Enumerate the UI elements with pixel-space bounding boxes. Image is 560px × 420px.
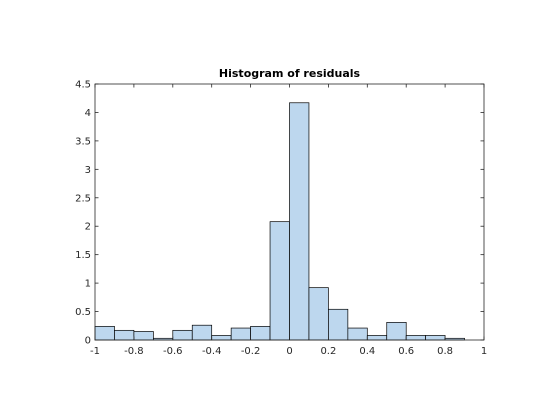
- histogram-bar: [308, 287, 329, 341]
- x-tick-label: 0.4: [359, 346, 375, 357]
- x-tick-label: -1: [90, 346, 100, 357]
- plot-area-border: [94, 83, 485, 341]
- histogram-bar: [405, 335, 427, 341]
- histogram-bar: [94, 325, 115, 341]
- x-tick-label: 0.6: [398, 346, 414, 357]
- y-tick-label: 4: [85, 108, 91, 119]
- y-tick-label: 4.5: [75, 80, 91, 91]
- histogram-bar: [328, 308, 349, 341]
- y-tick-label: 3: [85, 165, 91, 176]
- x-tick-label: -0.8: [124, 346, 144, 357]
- x-tick-label: -0.2: [241, 346, 261, 357]
- histogram-bar: [211, 335, 232, 341]
- x-tick-label: 0.8: [437, 346, 453, 357]
- x-axis-ticks: -1 -0.8 -0.6 -0.4 -0.2 0 0.2 0.4 0.6 0.8 1: [90, 84, 487, 357]
- x-tick-label: 1: [481, 346, 487, 357]
- chart-title: Histogram of residuals: [219, 67, 361, 80]
- histogram-bar: [366, 335, 388, 341]
- histogram-bar: [289, 102, 310, 341]
- y-axis-ticks: 0 0.5 1 1.5 2 2.5 3 3.5 4 4.5: [75, 80, 484, 347]
- x-tick-label: -0.4: [202, 346, 222, 357]
- histogram-bar: [425, 335, 446, 341]
- histogram-bar: [114, 329, 135, 341]
- histogram-bar: [230, 327, 251, 341]
- histogram-bars: [94, 102, 465, 341]
- histogram-bar: [269, 221, 290, 341]
- y-tick-label: 3.5: [75, 136, 91, 147]
- x-tick-label: -0.6: [163, 346, 183, 357]
- y-tick-label: 2: [85, 222, 91, 233]
- histogram-bar: [386, 322, 407, 341]
- y-tick-label: 0: [85, 336, 91, 347]
- y-tick-label: 0.5: [75, 307, 91, 318]
- x-tick-label: 0: [286, 346, 292, 357]
- x-tick-label: 0.2: [320, 346, 336, 357]
- histogram-bar: [172, 329, 193, 341]
- histogram-bar: [191, 324, 213, 341]
- y-tick-label: 1: [85, 279, 91, 290]
- histogram-bar: [250, 325, 271, 341]
- histogram-bar: [347, 327, 368, 341]
- y-tick-label: 2.5: [75, 193, 91, 204]
- histogram-bar: [133, 331, 154, 341]
- y-tick-label: 1.5: [75, 250, 91, 261]
